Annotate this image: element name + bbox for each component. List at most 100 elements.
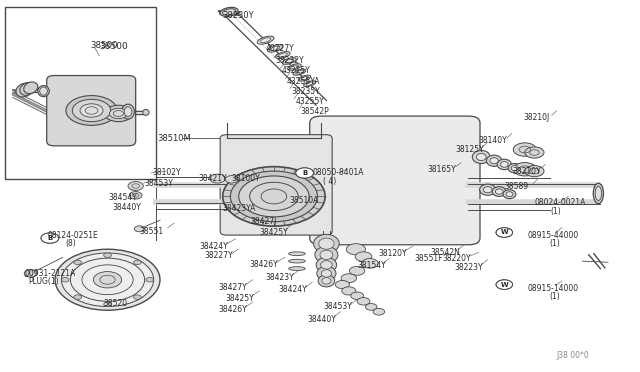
Circle shape xyxy=(24,270,37,277)
Text: 38424Y: 38424Y xyxy=(278,285,307,294)
Ellipse shape xyxy=(483,187,492,193)
Circle shape xyxy=(513,163,536,176)
Text: 38510A: 38510A xyxy=(289,196,319,205)
Text: 38425Y: 38425Y xyxy=(225,294,254,303)
Text: 38220Y: 38220Y xyxy=(443,254,472,263)
Text: 38100Y: 38100Y xyxy=(232,174,260,183)
Ellipse shape xyxy=(20,83,35,95)
Circle shape xyxy=(104,105,132,122)
Text: (8): (8) xyxy=(65,239,76,248)
Bar xyxy=(5,7,156,179)
Circle shape xyxy=(55,249,160,310)
Text: 38230Y: 38230Y xyxy=(223,11,254,20)
Text: 00931-2121A: 00931-2121A xyxy=(24,269,76,278)
Ellipse shape xyxy=(289,267,305,270)
Ellipse shape xyxy=(296,70,303,74)
Circle shape xyxy=(335,280,349,289)
Circle shape xyxy=(134,226,145,232)
Circle shape xyxy=(134,295,141,299)
Ellipse shape xyxy=(289,252,305,256)
Circle shape xyxy=(109,108,127,119)
Text: W: W xyxy=(500,230,508,235)
Ellipse shape xyxy=(124,107,132,116)
Ellipse shape xyxy=(282,58,296,64)
Text: 38453Y: 38453Y xyxy=(144,179,173,187)
Text: 08050-8401A: 08050-8401A xyxy=(312,169,364,177)
Text: 38421Y: 38421Y xyxy=(198,174,227,183)
Circle shape xyxy=(341,274,356,283)
Text: 08124-0251E: 08124-0251E xyxy=(48,231,99,240)
Ellipse shape xyxy=(319,238,334,249)
Text: 38542P: 38542P xyxy=(301,107,330,116)
Ellipse shape xyxy=(293,69,306,75)
Ellipse shape xyxy=(315,246,338,263)
Text: 38426Y: 38426Y xyxy=(250,260,278,269)
Circle shape xyxy=(80,104,103,117)
Ellipse shape xyxy=(472,150,490,164)
Ellipse shape xyxy=(480,184,496,195)
Text: 38210J: 38210J xyxy=(524,113,550,122)
Circle shape xyxy=(129,192,142,199)
Text: 38235Y: 38235Y xyxy=(291,87,320,96)
Circle shape xyxy=(74,295,81,299)
Circle shape xyxy=(513,143,536,156)
Ellipse shape xyxy=(257,36,274,44)
Text: ( 4): ( 4) xyxy=(323,177,337,186)
Text: (1): (1) xyxy=(549,239,560,248)
Ellipse shape xyxy=(495,189,503,194)
Text: 38454Y: 38454Y xyxy=(109,193,138,202)
Circle shape xyxy=(230,171,317,222)
Ellipse shape xyxy=(285,59,294,63)
Text: 38120Y: 38120Y xyxy=(379,249,408,258)
Text: (1): (1) xyxy=(550,207,561,216)
Ellipse shape xyxy=(16,83,33,97)
Circle shape xyxy=(525,147,544,158)
Circle shape xyxy=(223,167,325,226)
Text: 38125Y: 38125Y xyxy=(456,145,484,154)
Text: W: W xyxy=(500,282,508,288)
Text: 08915-14000: 08915-14000 xyxy=(528,284,579,293)
Ellipse shape xyxy=(511,166,518,171)
Text: 38520: 38520 xyxy=(104,299,128,308)
Circle shape xyxy=(134,260,141,264)
Circle shape xyxy=(362,259,378,268)
Circle shape xyxy=(525,166,544,177)
Ellipse shape xyxy=(490,158,499,164)
Circle shape xyxy=(365,304,377,310)
Text: 38424Y: 38424Y xyxy=(200,242,228,251)
Circle shape xyxy=(496,280,513,289)
Text: 38440Y: 38440Y xyxy=(112,203,141,212)
Text: 43255YA: 43255YA xyxy=(287,77,320,86)
Text: 38500: 38500 xyxy=(99,42,128,51)
Text: J38 00*0: J38 00*0 xyxy=(557,351,589,360)
Ellipse shape xyxy=(38,86,49,97)
Circle shape xyxy=(74,260,81,264)
Circle shape xyxy=(128,182,143,190)
Ellipse shape xyxy=(316,257,337,272)
Text: 38425Y: 38425Y xyxy=(259,228,288,237)
Ellipse shape xyxy=(223,9,236,15)
Text: 38232Y: 38232Y xyxy=(275,56,304,65)
Circle shape xyxy=(104,253,111,257)
Ellipse shape xyxy=(321,270,332,277)
Ellipse shape xyxy=(497,159,511,170)
Text: 38453Y: 38453Y xyxy=(323,302,352,311)
Circle shape xyxy=(210,174,225,183)
Circle shape xyxy=(225,176,238,183)
Ellipse shape xyxy=(291,65,298,69)
Circle shape xyxy=(146,278,154,282)
FancyBboxPatch shape xyxy=(47,76,136,146)
Circle shape xyxy=(61,278,69,282)
Ellipse shape xyxy=(220,7,238,16)
Text: 43215Y: 43215Y xyxy=(282,66,310,75)
Text: 38427J: 38427J xyxy=(251,217,277,226)
Text: 38426Y: 38426Y xyxy=(219,305,248,314)
Text: 38589: 38589 xyxy=(504,182,529,191)
Text: 38542N: 38542N xyxy=(430,248,460,257)
Circle shape xyxy=(349,266,365,275)
Ellipse shape xyxy=(593,183,604,203)
Text: 43255Y: 43255Y xyxy=(296,97,324,106)
Circle shape xyxy=(239,176,309,217)
Text: 38223Y: 38223Y xyxy=(454,263,483,272)
Ellipse shape xyxy=(260,38,271,42)
